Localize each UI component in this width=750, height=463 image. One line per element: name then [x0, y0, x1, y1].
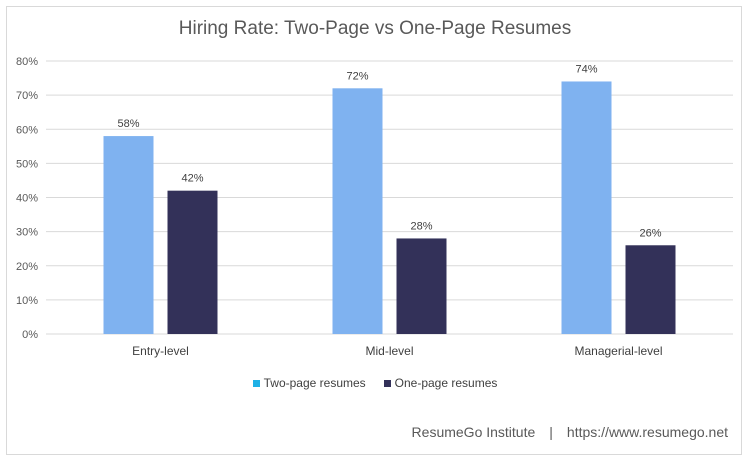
- y-tick-label-20: 20%: [16, 261, 38, 273]
- footer-url: https://www.resumego.net: [567, 424, 728, 440]
- legend-swatch-two-page: [253, 380, 260, 387]
- y-tick-label-50: 50%: [16, 158, 38, 170]
- legend-item-one-page: One-page resumes: [384, 376, 498, 390]
- legend-label-two-page: Two-page resumes: [264, 376, 366, 390]
- y-tick-label-30: 30%: [16, 227, 38, 239]
- bar-0-1: [333, 88, 383, 334]
- y-tick-label-60: 60%: [16, 124, 38, 136]
- x-tick-label-0: Entry-level: [132, 344, 189, 358]
- bar-1-1: [397, 238, 447, 334]
- data-label-1-0: 42%: [181, 173, 203, 185]
- bar-1-2: [626, 245, 676, 334]
- y-tick-label-10: 10%: [16, 295, 38, 307]
- footer-source: ResumeGo Institute: [412, 424, 536, 440]
- legend-swatch-one-page: [384, 380, 391, 387]
- legend: Two-page resumes One-page resumes: [0, 376, 750, 390]
- y-tick-label-0: 0%: [22, 329, 38, 341]
- data-label-0-1: 72%: [346, 70, 368, 82]
- data-label-1-2: 26%: [639, 227, 661, 239]
- legend-label-one-page: One-page resumes: [395, 376, 498, 390]
- data-label-1-1: 28%: [410, 220, 432, 232]
- x-tick-label-2: Managerial-level: [574, 344, 662, 358]
- y-tick-label-80: 80%: [16, 56, 38, 68]
- y-tick-label-40: 40%: [16, 193, 38, 205]
- bar-0-0: [104, 136, 154, 334]
- footer: ResumeGo Institute | https://www.resumego.…: [412, 424, 728, 440]
- bar-1-0: [168, 191, 218, 334]
- data-label-0-0: 58%: [117, 118, 139, 130]
- data-label-0-2: 74%: [575, 63, 597, 75]
- x-tick-label-1: Mid-level: [365, 344, 413, 358]
- y-tick-label-70: 70%: [16, 90, 38, 102]
- bar-0-2: [562, 81, 612, 334]
- footer-separator: |: [549, 424, 553, 440]
- legend-item-two-page: Two-page resumes: [253, 376, 366, 390]
